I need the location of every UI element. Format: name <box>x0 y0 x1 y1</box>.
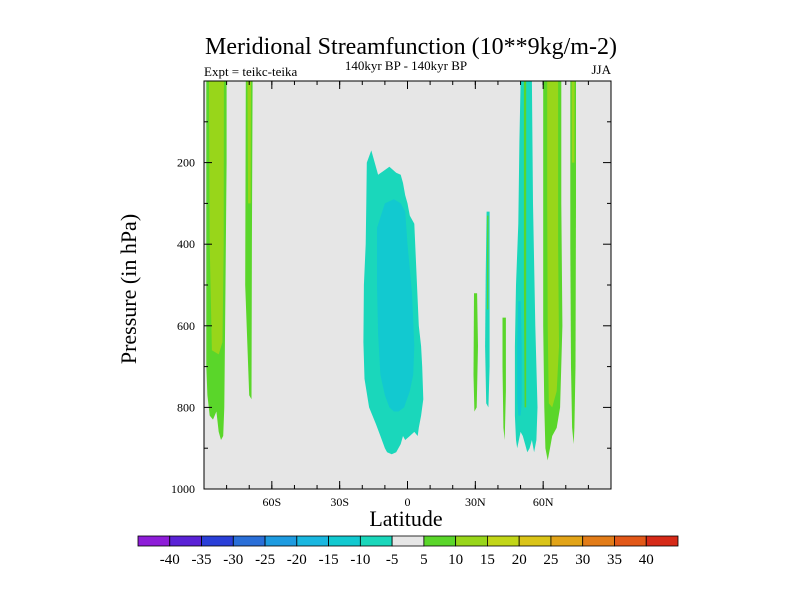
x-tick-label: 0 <box>405 495 411 509</box>
colorbar-label: 35 <box>607 552 622 568</box>
y-axis-ticks: 200 400 600 800 1000 <box>171 121 611 496</box>
colorbar: -40 -35 -30 -25 -20 -15 -10 -5 5 10 15 20 25 30 35 40 <box>137 535 679 568</box>
colorbar-label: -10 <box>350 552 370 568</box>
colorbar-label: 15 <box>480 552 495 568</box>
x-tick-label: 60S <box>262 495 281 509</box>
colorbar-swatch <box>423 535 457 547</box>
colorbar-swatch <box>487 535 520 547</box>
colorbar-label: -40 <box>160 552 180 568</box>
colorbar-label: -35 <box>192 552 212 568</box>
contour-region-equatorial-cell-inner <box>377 199 415 412</box>
colorbar-swatch <box>137 535 171 547</box>
contour-region-south-midlat-band-outer <box>245 81 253 400</box>
colorbar-swatch <box>264 535 298 547</box>
colorbar-swatch <box>391 535 425 547</box>
colorbar-label: 20 <box>512 552 527 568</box>
contour-region-nh-filament-c <box>502 317 506 440</box>
contour-region-north-midlat-band-inner <box>517 301 522 416</box>
colorbar-swatch <box>359 535 393 547</box>
chart-title: Meridional Streamfunction (10**9kg/m-2) <box>205 34 617 60</box>
contour-region-nh-filament-a <box>473 293 478 412</box>
x-tick-label: 30S <box>330 495 349 509</box>
x-axis-ticks: 60S 30S 0 30N 60N <box>226 81 589 509</box>
colorbar-label: 10 <box>448 552 463 568</box>
colorbar-label: 25 <box>543 552 558 568</box>
colorbar-swatch <box>582 535 615 547</box>
colorbar-label: -25 <box>255 552 275 568</box>
contour-region-south-midlat-band-inner <box>247 81 251 204</box>
subtitle-period: 140kyr BP - 140kyr BP <box>345 58 467 73</box>
contour-regions <box>206 81 576 461</box>
subtitle-season: JJA <box>591 62 611 77</box>
contour-region-nh-filament-b-inner <box>487 215 489 310</box>
x-tick-label: 60N <box>533 495 554 509</box>
colorbar-swatch <box>201 535 234 547</box>
subtitle-experiment: Expt = teikc-teika <box>204 64 297 79</box>
x-tick-label: 30N <box>465 495 486 509</box>
colorbar-label: -20 <box>287 552 307 568</box>
y-tick-label: 800 <box>177 400 195 414</box>
colorbar-label: 30 <box>575 552 590 568</box>
x-axis-label: Latitude <box>369 506 442 531</box>
y-tick-label: 200 <box>177 156 195 170</box>
colorbar-label: -5 <box>386 552 399 568</box>
colorbar-swatch <box>518 535 552 547</box>
colorbar-swatch <box>232 535 266 547</box>
colorbar-label: -15 <box>319 552 339 568</box>
colorbar-label: 40 <box>639 552 654 568</box>
y-axis-label: Pressure (in hPa) <box>116 214 141 364</box>
colorbar-swatch <box>550 535 584 547</box>
colorbar-label: 5 <box>420 552 428 568</box>
contour-region-north-pole-filament-inner <box>571 81 575 163</box>
colorbar-swatch <box>645 535 679 547</box>
colorbar-swatch <box>169 535 202 547</box>
y-tick-label: 600 <box>177 319 195 333</box>
colorbar-label: -30 <box>223 552 243 568</box>
contour-region-north-polar-band-inner <box>547 81 559 408</box>
contour-region-south-pole-band-inner <box>209 81 224 355</box>
colorbar-swatch <box>296 535 329 547</box>
colorbar-swatch <box>614 535 647 547</box>
contour-region-north-pole-filament-outer <box>570 81 576 445</box>
y-tick-label: 1000 <box>171 482 195 496</box>
contour-region-north-midlat-band-green <box>523 81 527 408</box>
colorbar-swatch <box>328 535 361 547</box>
y-tick-label: 400 <box>177 237 195 251</box>
colorbar-swatch <box>455 535 488 547</box>
